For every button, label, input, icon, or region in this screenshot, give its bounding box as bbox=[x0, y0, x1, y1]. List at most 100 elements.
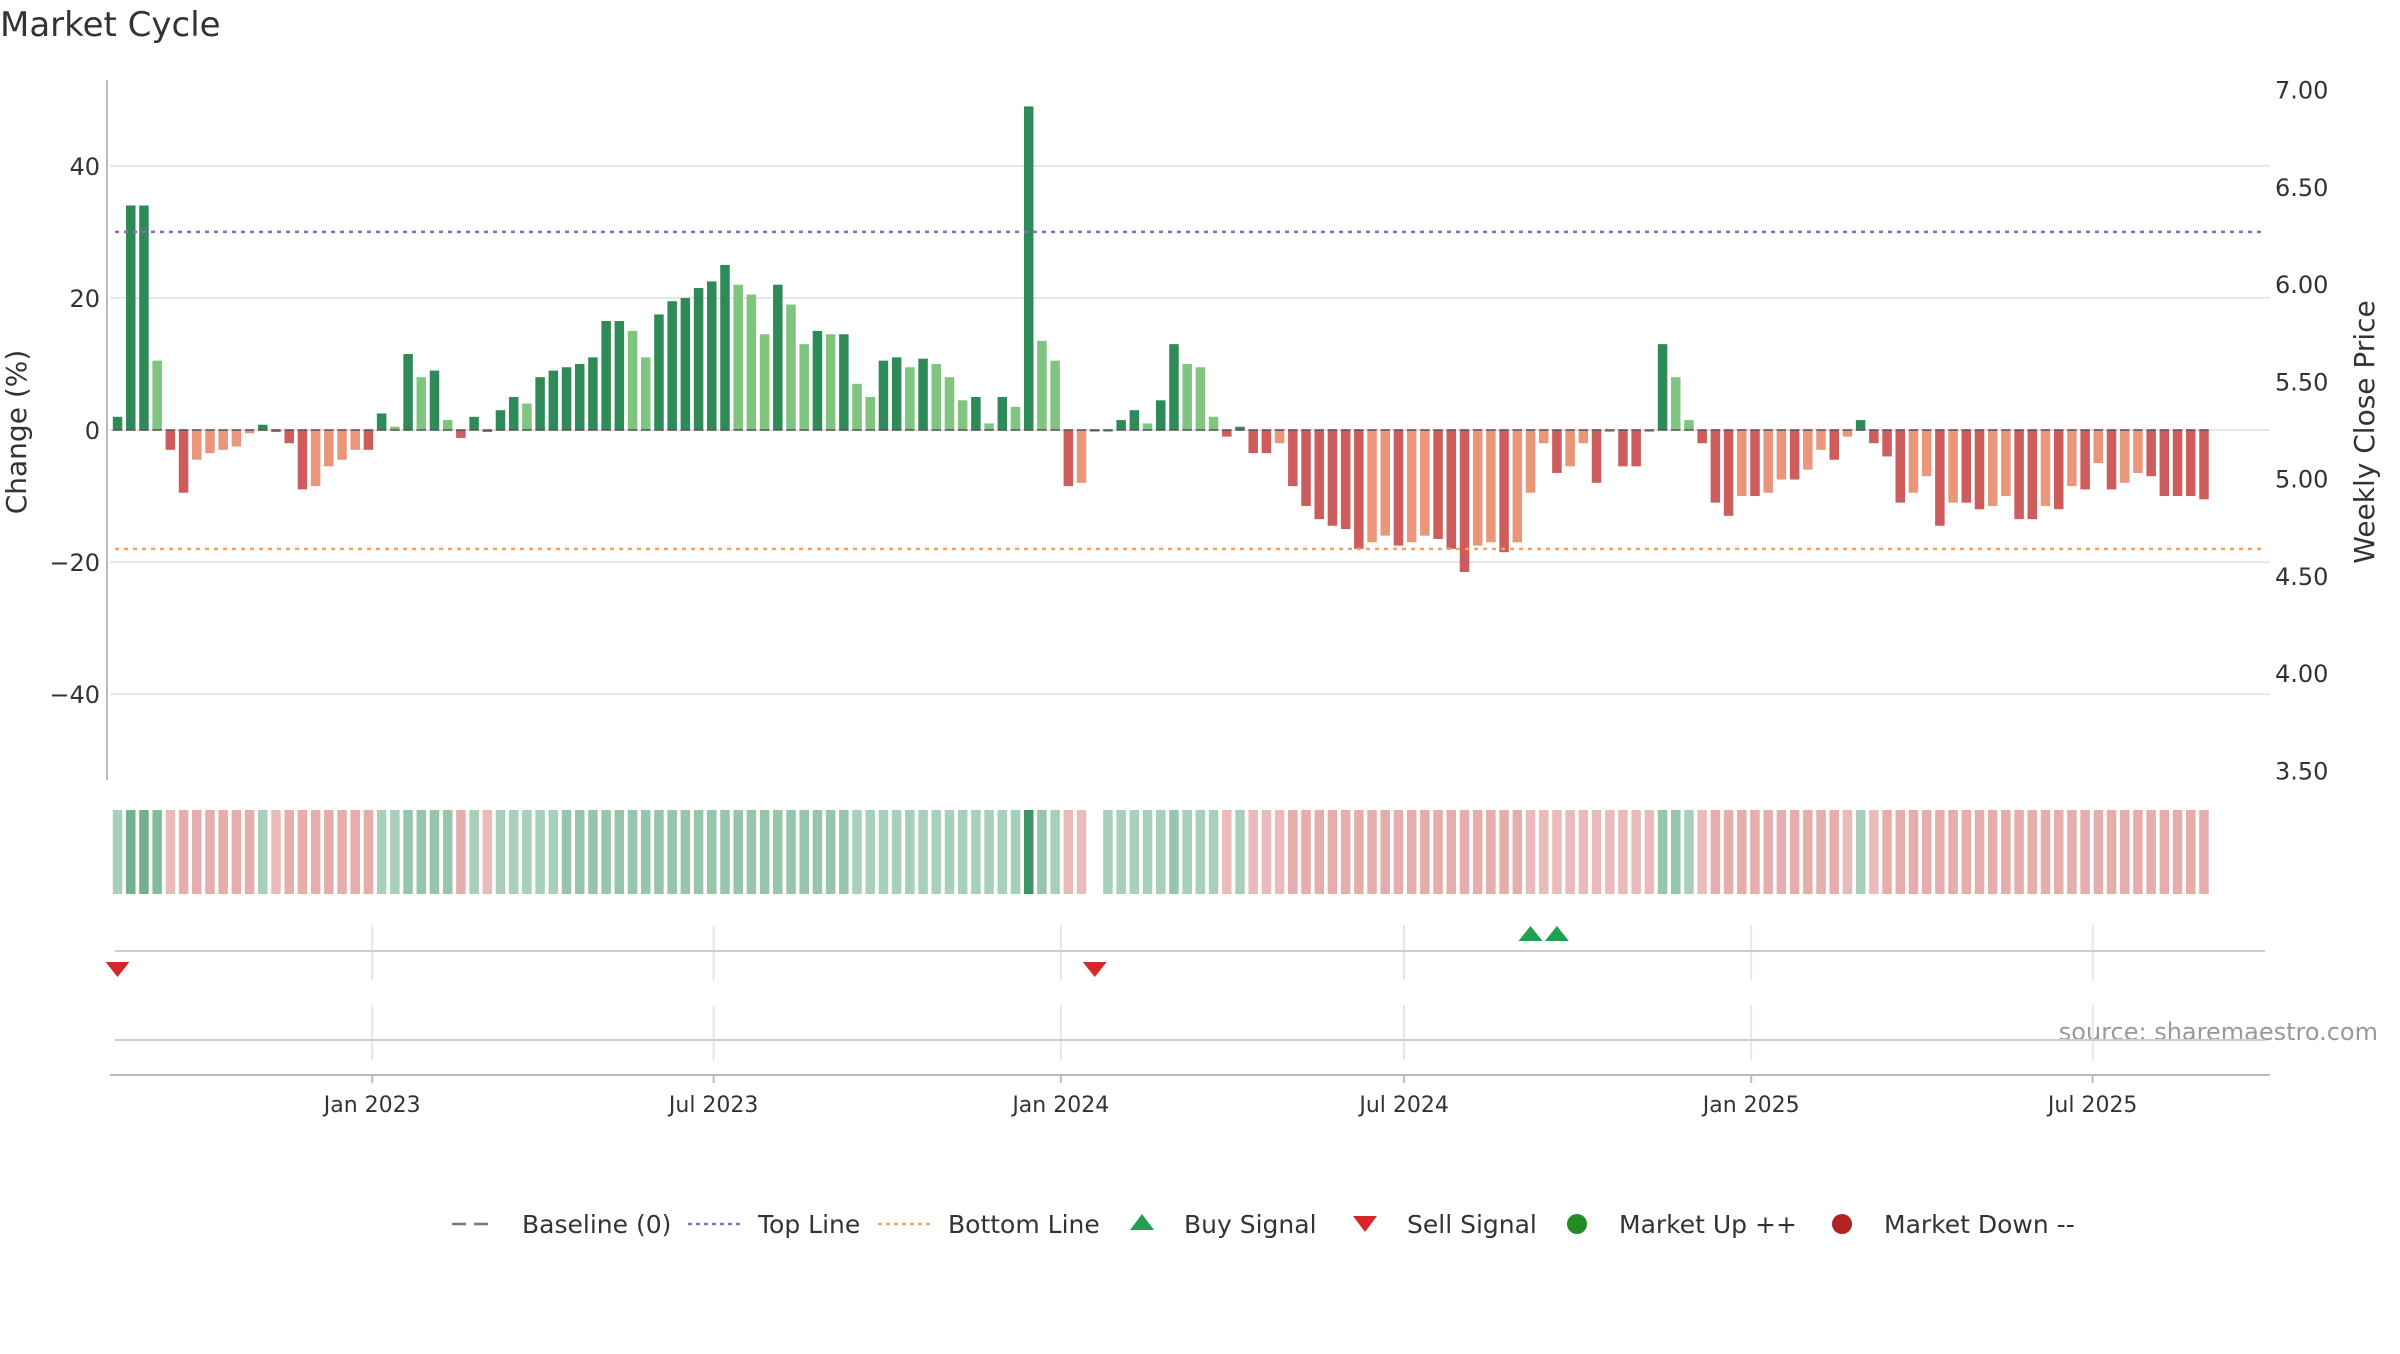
heat-cell bbox=[878, 810, 889, 894]
heat-cell bbox=[284, 810, 294, 894]
heat-cell bbox=[667, 810, 677, 894]
heat-cell bbox=[1974, 810, 1985, 894]
legend-item: Market Up ++ bbox=[1567, 1210, 1797, 1239]
bar bbox=[2014, 430, 2024, 520]
legend-swatch-circle bbox=[1832, 1214, 1852, 1234]
bar bbox=[746, 294, 757, 430]
bar bbox=[773, 284, 783, 430]
bar bbox=[337, 430, 347, 460]
heat-cell bbox=[720, 810, 730, 894]
bar bbox=[125, 205, 136, 430]
heat-cell bbox=[1222, 810, 1232, 894]
heat-cell bbox=[693, 810, 704, 894]
heat-cell bbox=[1248, 810, 1258, 894]
heat-cell bbox=[2053, 810, 2064, 894]
heat-cell bbox=[1671, 810, 1681, 894]
heat-cell bbox=[1948, 810, 1958, 894]
bar bbox=[1961, 430, 1972, 503]
heat-cell bbox=[1842, 810, 1853, 894]
heat-cell bbox=[759, 810, 770, 894]
heat-cell bbox=[1776, 810, 1787, 894]
heat-cell bbox=[1261, 810, 1272, 894]
heat-cell bbox=[1512, 810, 1523, 894]
heat-cell bbox=[1565, 810, 1575, 894]
heat-cell bbox=[324, 810, 334, 894]
heat-cell bbox=[139, 810, 149, 894]
sell-signal-marker bbox=[105, 962, 130, 977]
bar bbox=[971, 396, 981, 430]
heat-cell bbox=[125, 810, 136, 894]
x-tick-label: Jan 2025 bbox=[1701, 1093, 1800, 1118]
heat-cell bbox=[2133, 810, 2143, 894]
bar bbox=[1538, 430, 1549, 444]
bar bbox=[1354, 430, 1364, 549]
heat-cell bbox=[165, 810, 176, 894]
bar bbox=[2199, 430, 2209, 500]
bar bbox=[258, 424, 268, 430]
bar bbox=[1842, 430, 1853, 437]
bar bbox=[363, 430, 374, 450]
bar bbox=[1050, 360, 1060, 430]
bar bbox=[310, 430, 321, 487]
bar bbox=[1935, 430, 1945, 526]
x-tick-label: Jul 2024 bbox=[1357, 1093, 1449, 1118]
heat-cell bbox=[522, 810, 532, 894]
bar bbox=[654, 314, 664, 430]
bar bbox=[2001, 430, 2011, 497]
bar bbox=[1604, 430, 1615, 432]
bar bbox=[1406, 430, 1417, 543]
heat-cell bbox=[2001, 810, 2011, 894]
bar bbox=[825, 334, 836, 430]
heat-cell bbox=[1380, 810, 1391, 894]
bar bbox=[1274, 430, 1285, 444]
heat-cell bbox=[1142, 810, 1153, 894]
heat-cell bbox=[918, 810, 928, 894]
bar bbox=[733, 284, 743, 430]
heat-cell bbox=[442, 810, 453, 894]
heat-cell bbox=[469, 810, 479, 894]
legend-label: Buy Signal bbox=[1184, 1210, 1317, 1239]
y-tick-label: 40 bbox=[69, 153, 100, 181]
bar bbox=[1895, 430, 1906, 503]
bar bbox=[495, 410, 506, 430]
y-tick-label: 0 bbox=[85, 417, 100, 445]
heat-cell bbox=[508, 810, 519, 894]
bar bbox=[1129, 410, 1140, 430]
heat-cell bbox=[482, 810, 493, 894]
bar bbox=[165, 430, 176, 450]
heat-cell bbox=[1737, 810, 1747, 894]
heat-cell bbox=[244, 810, 255, 894]
heat-cell bbox=[1314, 810, 1324, 894]
bar bbox=[429, 370, 440, 430]
bar bbox=[1789, 430, 1800, 480]
bar bbox=[1367, 430, 1377, 543]
bar bbox=[1195, 367, 1206, 430]
heat-cell bbox=[1129, 810, 1140, 894]
bar bbox=[1869, 430, 1879, 444]
heat-cell bbox=[1578, 810, 1589, 894]
legend-item: Baseline (0) bbox=[452, 1210, 671, 1239]
bar bbox=[1723, 430, 1734, 516]
bar bbox=[627, 330, 638, 430]
bar bbox=[1248, 430, 1258, 454]
heat-cell bbox=[1604, 810, 1615, 894]
heat-cell bbox=[271, 810, 281, 894]
bar bbox=[905, 367, 915, 430]
heat-cell bbox=[1050, 810, 1060, 894]
bar bbox=[561, 367, 572, 430]
bar bbox=[1288, 430, 1298, 487]
bar bbox=[799, 344, 809, 430]
bar bbox=[403, 354, 413, 430]
heat-cell bbox=[1406, 810, 1417, 894]
heat-cell bbox=[2080, 810, 2090, 894]
heat-cell bbox=[1829, 810, 1839, 894]
legend-item: Bottom Line bbox=[878, 1210, 1100, 1239]
heat-cell bbox=[192, 810, 202, 894]
bar bbox=[442, 420, 453, 430]
heat-cell bbox=[1420, 810, 1430, 894]
y2-tick-label: 5.00 bbox=[2275, 466, 2328, 494]
bar bbox=[522, 403, 532, 430]
heat-cell bbox=[1552, 810, 1562, 894]
heat-cell bbox=[1803, 810, 1813, 894]
